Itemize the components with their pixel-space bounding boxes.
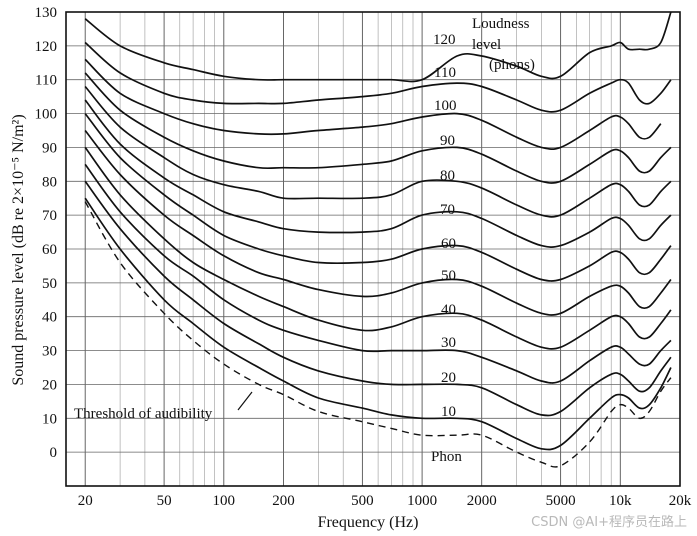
x-tick-label: 200: [272, 493, 295, 509]
y-tick-label: 130: [35, 5, 58, 21]
y-tick-label: 50: [42, 276, 57, 292]
x-tick-label: 20: [78, 493, 93, 509]
x-tick-label: 1000: [407, 493, 437, 509]
y-tick-label: 30: [42, 344, 57, 360]
y-tick-label: 40: [42, 310, 57, 326]
loudness-curve-40: [84, 146, 672, 350]
header-text-level: level: [472, 37, 501, 53]
curve-label-40: 40: [441, 302, 456, 318]
loudness-curve-120: [84, 11, 672, 83]
curve-labels: 10 20 30 40 50 60 70 80 90 100 110 120 Threshold of …: [74, 32, 457, 422]
curve-label-120: 120: [433, 32, 456, 48]
loudness-curve-110: [84, 41, 672, 113]
curve-label-80: 80: [440, 168, 455, 184]
curve-label-60: 60: [441, 236, 456, 252]
x-tick-label: 5000: [546, 493, 576, 509]
x-tick-label: 20k: [669, 493, 692, 509]
x-axis-title: Frequency (Hz): [318, 514, 419, 531]
curve-label-110: 110: [434, 65, 456, 81]
loudness-curve-90: [84, 72, 672, 184]
curve-label-70: 70: [440, 202, 455, 218]
header-text-loudness: Loudness: [472, 16, 530, 32]
x-tick-label: 50: [157, 493, 172, 509]
threshold-pointer: [237, 391, 253, 411]
x-tick-label: 100: [213, 493, 236, 509]
curve-label-50: 50: [441, 268, 456, 284]
y-tick-labels: 0 10 20 30 40 50 60 70 80 90 100 110 120 130: [35, 5, 58, 461]
plot-frame: [65, 11, 681, 487]
curves: [84, 11, 672, 468]
watermark: CSDN @AI+程序员在路上: [531, 515, 687, 530]
curve-label-10: 10: [441, 404, 456, 420]
curve-label-30: 30: [441, 335, 456, 351]
y-tick-label: 10: [42, 411, 57, 427]
loudness-curve-30: [84, 163, 672, 384]
loudness-curve-100: [84, 58, 662, 150]
y-tick-label: 20: [42, 377, 57, 393]
loudness-curve-10: [84, 197, 672, 451]
loudness-curve-70: [84, 99, 672, 248]
y-axis-title: Sound pressure level (dB re 2×10⁻⁵ N/m²): [10, 114, 27, 385]
y-tick-label: 70: [42, 208, 57, 224]
threshold-label: Threshold of audibility: [74, 406, 213, 422]
threshold-curve: [84, 201, 672, 468]
curve-label-100: 100: [434, 98, 457, 114]
loudness-curve-50: [84, 129, 672, 316]
y-tick-label: 100: [35, 107, 58, 123]
header-text-phons: (phons): [489, 57, 535, 73]
y-tick-label: 80: [42, 174, 57, 190]
footer-text-phon: Phon: [431, 449, 462, 465]
y-tick-label: 120: [35, 39, 58, 55]
x-tick-labels: 20 50 100 200 500 1000 2000 5000 10k 20k: [78, 493, 692, 509]
y-tick-label: 110: [35, 73, 57, 89]
loudness-curve-20: [84, 180, 672, 417]
y-tick-label: 0: [50, 445, 58, 461]
loudness-curve-80: [84, 85, 672, 218]
curve-label-20: 20: [441, 370, 456, 386]
loudness-curve-60: [84, 113, 672, 282]
x-tick-label: 10k: [609, 493, 632, 509]
x-tick-label: 2000: [467, 493, 497, 509]
y-tick-label: 90: [42, 140, 57, 156]
x-tick-label: 500: [351, 493, 374, 509]
curve-label-90: 90: [440, 133, 455, 149]
y-tick-label: 60: [42, 242, 57, 258]
